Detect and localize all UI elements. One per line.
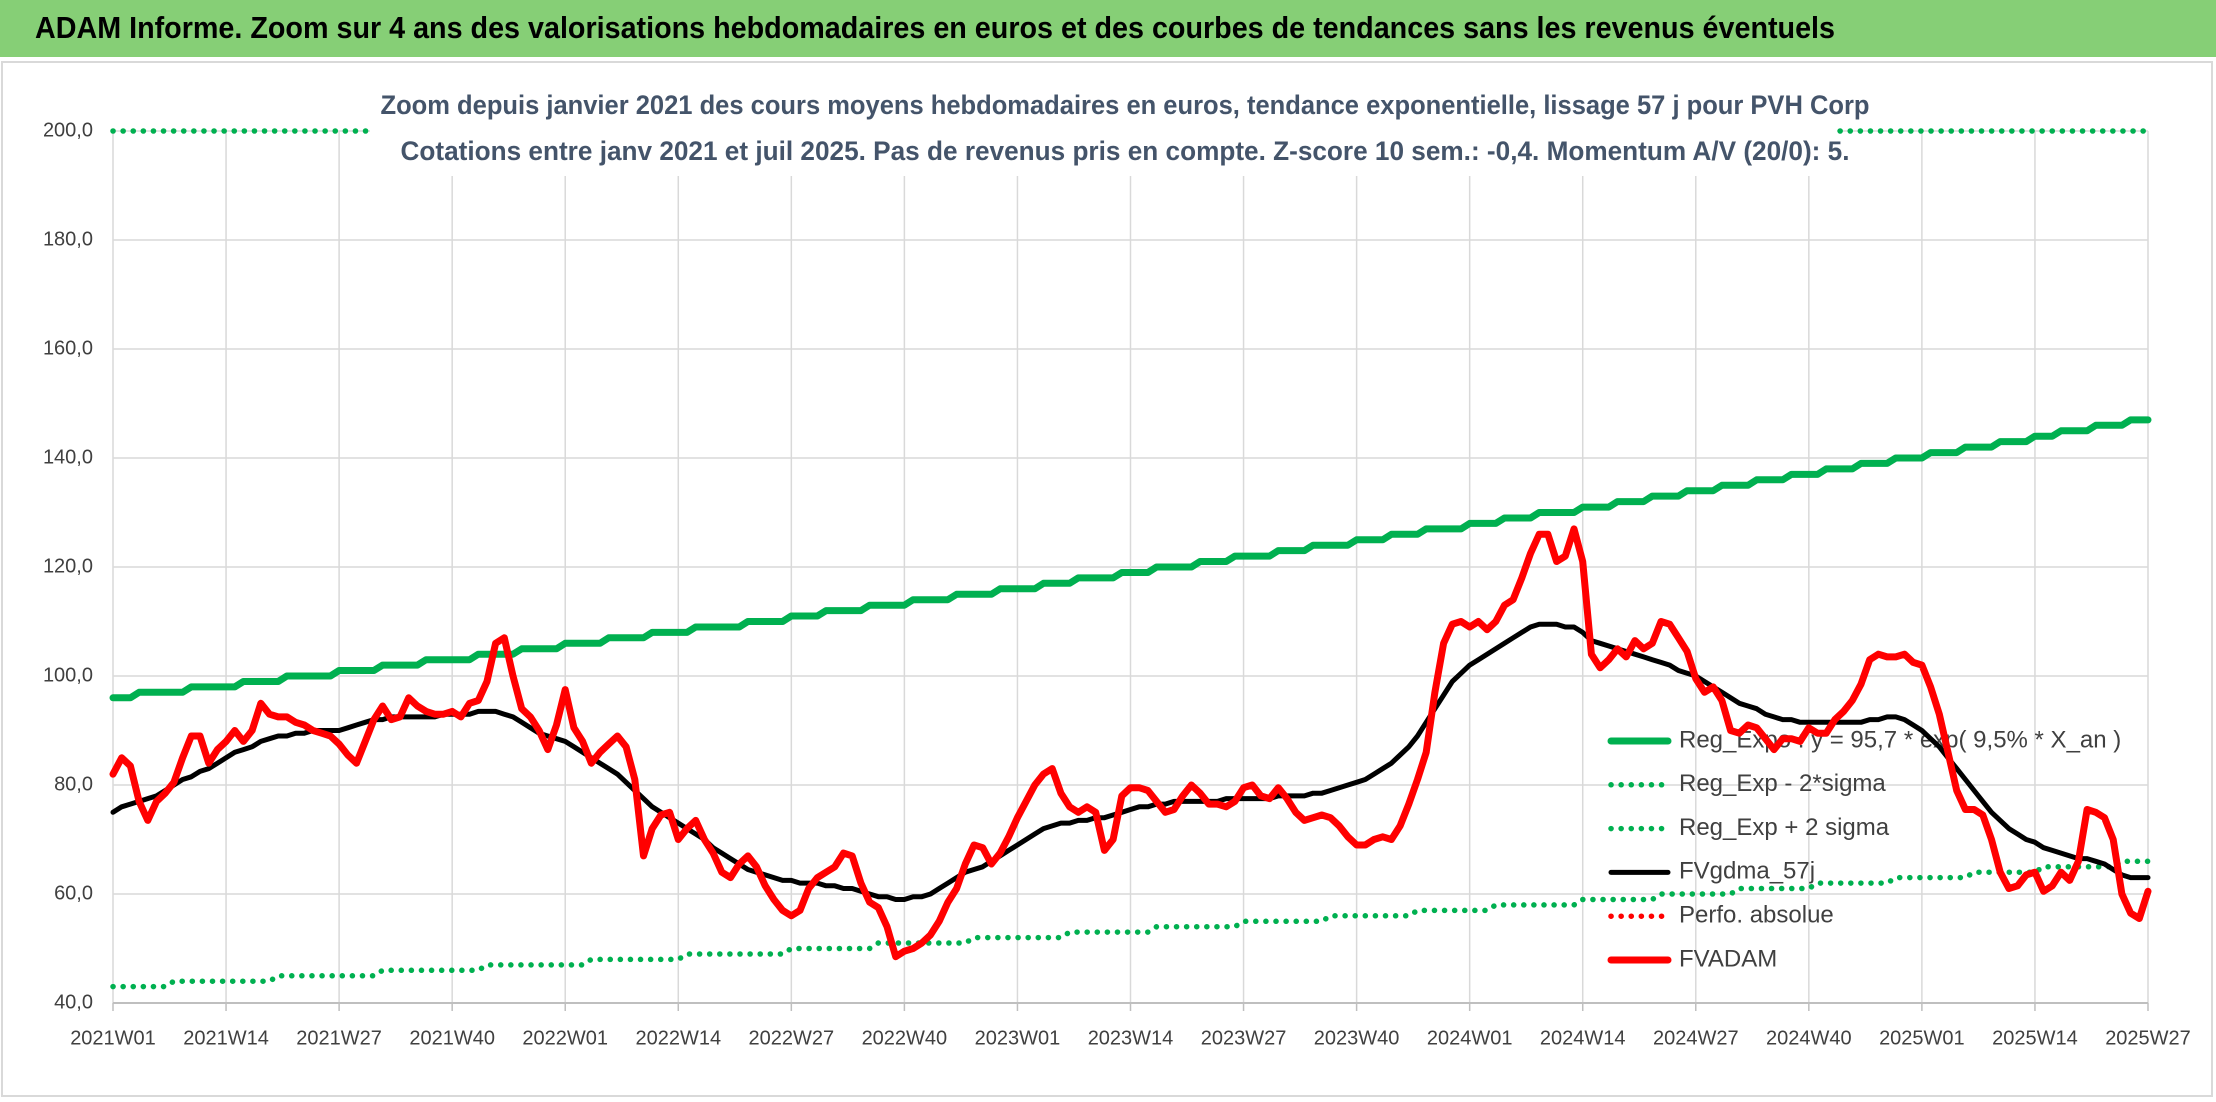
x-tick-label: 2021W14 xyxy=(183,1027,269,1049)
legend: Reg_Expo : y = 95,7 * exp( 9,5% * X_an )… xyxy=(1607,726,2121,972)
y-tick-label: 120,0 xyxy=(43,555,93,577)
series-line xyxy=(109,525,2152,961)
series-line xyxy=(110,858,2151,990)
x-tick-label: 2021W27 xyxy=(296,1027,382,1049)
x-tick-label: 2022W27 xyxy=(749,1027,835,1049)
x-tick-label: 2021W40 xyxy=(409,1027,495,1049)
header-bar xyxy=(0,0,2216,57)
y-tick-label: 60,0 xyxy=(54,882,93,904)
legend-label: FVgdma_57j xyxy=(1679,858,1815,885)
x-tick-label: 2024W40 xyxy=(1766,1027,1852,1049)
x-tick-label: 2025W27 xyxy=(2105,1027,2191,1049)
x-tick-label: 2023W40 xyxy=(1314,1027,1400,1049)
y-tick-label: 140,0 xyxy=(43,446,93,468)
x-tick-label: 2025W01 xyxy=(1879,1027,1965,1049)
x-tick-label: 2021W01 xyxy=(70,1027,156,1049)
y-tick-label: 80,0 xyxy=(54,773,93,795)
x-tick-label: 2023W01 xyxy=(975,1027,1061,1049)
y-tick-label: 100,0 xyxy=(43,664,93,686)
x-tick-label: 2025W14 xyxy=(1992,1027,2078,1049)
axes: 40,0 60,0 80,0 100,0 120,0 140,0 160,0 180,0 200… xyxy=(43,119,2191,1049)
y-tick-label: 180,0 xyxy=(43,228,93,250)
legend-label: Reg_Exp + 2 sigma xyxy=(1679,814,1890,841)
x-tick-label: 2024W14 xyxy=(1540,1027,1626,1049)
y-tick-label: 200,0 xyxy=(43,119,93,141)
chart-frame xyxy=(1,61,2213,1097)
x-tick-label: 2023W14 xyxy=(1088,1027,1174,1049)
legend-label: FVADAM xyxy=(1679,945,1777,972)
x-tick-label: 2024W27 xyxy=(1653,1027,1739,1049)
x-tick-label: 2022W40 xyxy=(862,1027,948,1049)
legend-label: Reg_Expo : y = 95,7 * exp( 9,5% * X_an ) xyxy=(1679,726,2121,753)
legend-label: Perfo. absolue xyxy=(1679,902,1834,929)
legend-label: Reg_Exp - 2*sigma xyxy=(1679,770,1886,797)
grid xyxy=(112,130,2149,1004)
subtitle-background xyxy=(370,84,1837,176)
y-tick-label: 160,0 xyxy=(43,337,93,359)
chart-subtitle: Cotations entre janv 2021 et juil 2025. … xyxy=(401,136,1850,166)
chart-subtitle: Zoom depuis janvier 2021 des cours moyen… xyxy=(381,90,1870,120)
subtitle-box: Zoom depuis janvier 2021 des cours moyen… xyxy=(370,84,1870,176)
x-tick-label: 2022W14 xyxy=(635,1027,721,1049)
x-tick-label: 2023W27 xyxy=(1201,1027,1287,1049)
y-tick-label: 40,0 xyxy=(54,991,93,1013)
page-title: ADAM Informe. Zoom sur 4 ans des valoris… xyxy=(35,10,1835,45)
x-tick-label: 2024W01 xyxy=(1427,1027,1513,1049)
x-tick-label: 2022W01 xyxy=(522,1027,608,1049)
series-line xyxy=(109,416,2152,702)
